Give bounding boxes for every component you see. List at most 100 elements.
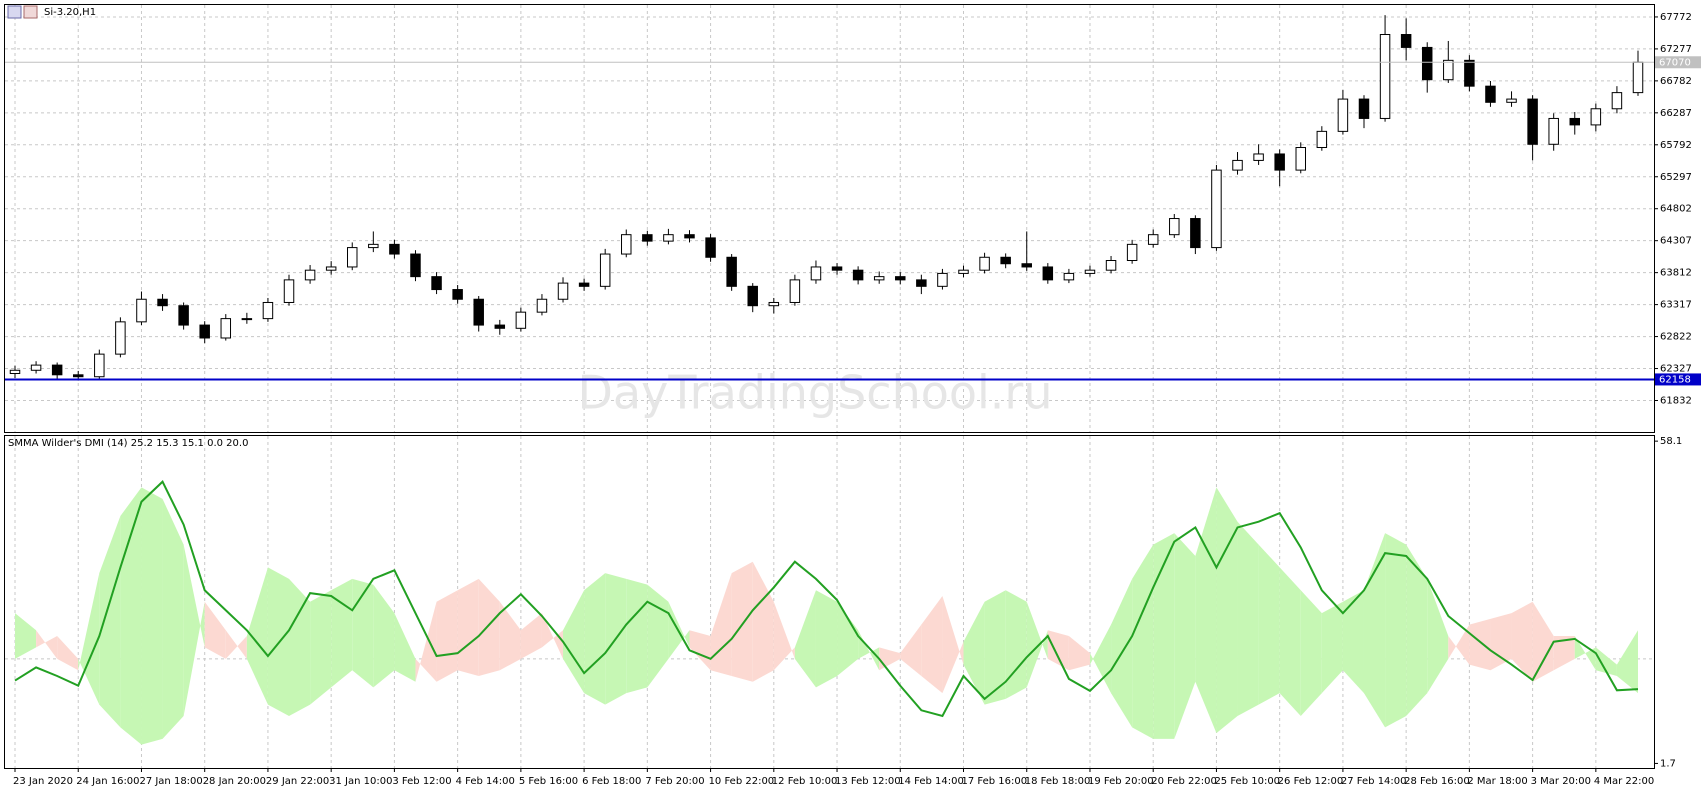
y-tick-label: 65792 — [1660, 140, 1692, 151]
x-tick-label: 25 Feb 10:00 — [1214, 776, 1280, 787]
di-fill — [120, 487, 142, 745]
y-tick-label: 64802 — [1660, 204, 1692, 215]
di-fill — [584, 573, 606, 705]
di-fill — [1406, 544, 1428, 716]
candle-body — [389, 243, 400, 255]
di-fill — [394, 613, 416, 682]
x-tick-label: 10 Feb 22:00 — [709, 776, 775, 787]
y-tick-label: 62822 — [1660, 332, 1692, 343]
di-fill — [225, 630, 247, 659]
x-tick-label: 19 Feb 20:00 — [1088, 776, 1154, 787]
di-fill — [942, 596, 964, 694]
candle-body — [199, 324, 210, 339]
di-fill — [1342, 590, 1364, 694]
candle-body — [599, 253, 611, 287]
chart-icon[interactable] — [7, 5, 22, 19]
y-tick-label: 65297 — [1660, 172, 1692, 183]
candle-body — [347, 247, 358, 268]
di-fill — [1153, 533, 1175, 739]
di-fill — [837, 601, 859, 676]
x-tick-label: 31 Jan 10:00 — [329, 776, 392, 787]
di-fill — [921, 596, 943, 694]
candle-body — [578, 282, 590, 287]
candle-body — [72, 374, 84, 378]
candle-body — [1632, 61, 1644, 94]
candle-body — [705, 237, 716, 258]
candle-body — [747, 285, 758, 307]
candle-body — [1464, 59, 1475, 87]
candle-body — [1506, 98, 1517, 103]
di-fill — [773, 601, 795, 671]
candle-body — [410, 253, 421, 278]
di-fill — [815, 590, 838, 688]
di-fill — [373, 584, 395, 688]
y-tick-label: 64307 — [1660, 236, 1692, 247]
candle-body — [30, 364, 42, 371]
candle-body — [1316, 130, 1328, 149]
x-tick-label: 18 Feb 18:00 — [1025, 776, 1091, 787]
di-fill — [900, 624, 922, 676]
x-tick-label: 6 Feb 18:00 — [582, 776, 641, 787]
di-fill — [563, 590, 585, 694]
y-tick-label: 66287 — [1660, 108, 1692, 119]
di-fill — [1026, 601, 1048, 688]
candle-body — [325, 266, 337, 271]
candle-body — [1105, 260, 1117, 271]
candle-body — [726, 256, 737, 287]
candle-body — [515, 311, 527, 329]
candle-body — [916, 279, 927, 287]
di-fill — [1553, 636, 1575, 671]
di-fill — [1195, 487, 1217, 734]
di-fill — [78, 573, 100, 705]
di-fill — [1132, 544, 1154, 739]
di-fill — [984, 590, 1006, 705]
watermark: DayTradingSchool.ru — [577, 366, 1052, 420]
di-fill — [478, 578, 500, 676]
di-fill — [1511, 601, 1533, 682]
di-fill — [246, 567, 268, 705]
di-fill — [1258, 544, 1280, 705]
candle-body — [1021, 263, 1032, 268]
symbol-label: Si-3.20,H1 — [44, 7, 96, 18]
di-fill — [1595, 647, 1617, 676]
x-tick-label: 3 Feb 12:00 — [392, 776, 451, 787]
candle-body — [768, 301, 780, 307]
y-tick-label: 66782 — [1660, 76, 1692, 87]
x-tick-label: 29 Jan 22:00 — [266, 776, 329, 787]
di-fill — [794, 590, 816, 688]
candle-body — [1190, 218, 1201, 249]
x-tick-label: 14 Feb 14:00 — [898, 776, 964, 787]
di-fill — [141, 487, 163, 745]
candle-body — [241, 318, 253, 321]
candle-body — [1232, 159, 1243, 171]
di-fill — [1385, 533, 1407, 728]
candle-body — [136, 298, 147, 323]
y-tick-label: 63812 — [1660, 268, 1692, 279]
di-fill — [1174, 533, 1196, 739]
candle-body — [304, 269, 316, 281]
x-tick-label: 2 Mar 18:00 — [1467, 776, 1527, 787]
x-tick-label: 28 Jan 20:00 — [203, 776, 266, 787]
di-fill — [352, 578, 374, 688]
candle-body — [621, 234, 632, 255]
candle-body — [1063, 272, 1075, 281]
y-tick-label: 58.1 — [1660, 436, 1682, 447]
candle-body — [1590, 108, 1602, 126]
candle-body — [494, 324, 506, 329]
di-fill — [310, 590, 332, 705]
y-tick-label: 1.7 — [1660, 758, 1676, 769]
di-fill — [1532, 601, 1554, 682]
candle-body — [51, 364, 63, 376]
price-panel-frame — [4, 4, 1655, 433]
price-level-tag — [1655, 373, 1701, 386]
di-fill — [626, 578, 648, 694]
y-tick-label: 61832 — [1660, 395, 1692, 406]
layer — [5, 15, 1654, 718]
chart-icon[interactable] — [23, 5, 38, 19]
candle-body — [431, 276, 442, 291]
candle-body — [684, 234, 695, 239]
candle-body — [1358, 98, 1370, 119]
y-tick-label: 67772 — [1660, 12, 1692, 23]
